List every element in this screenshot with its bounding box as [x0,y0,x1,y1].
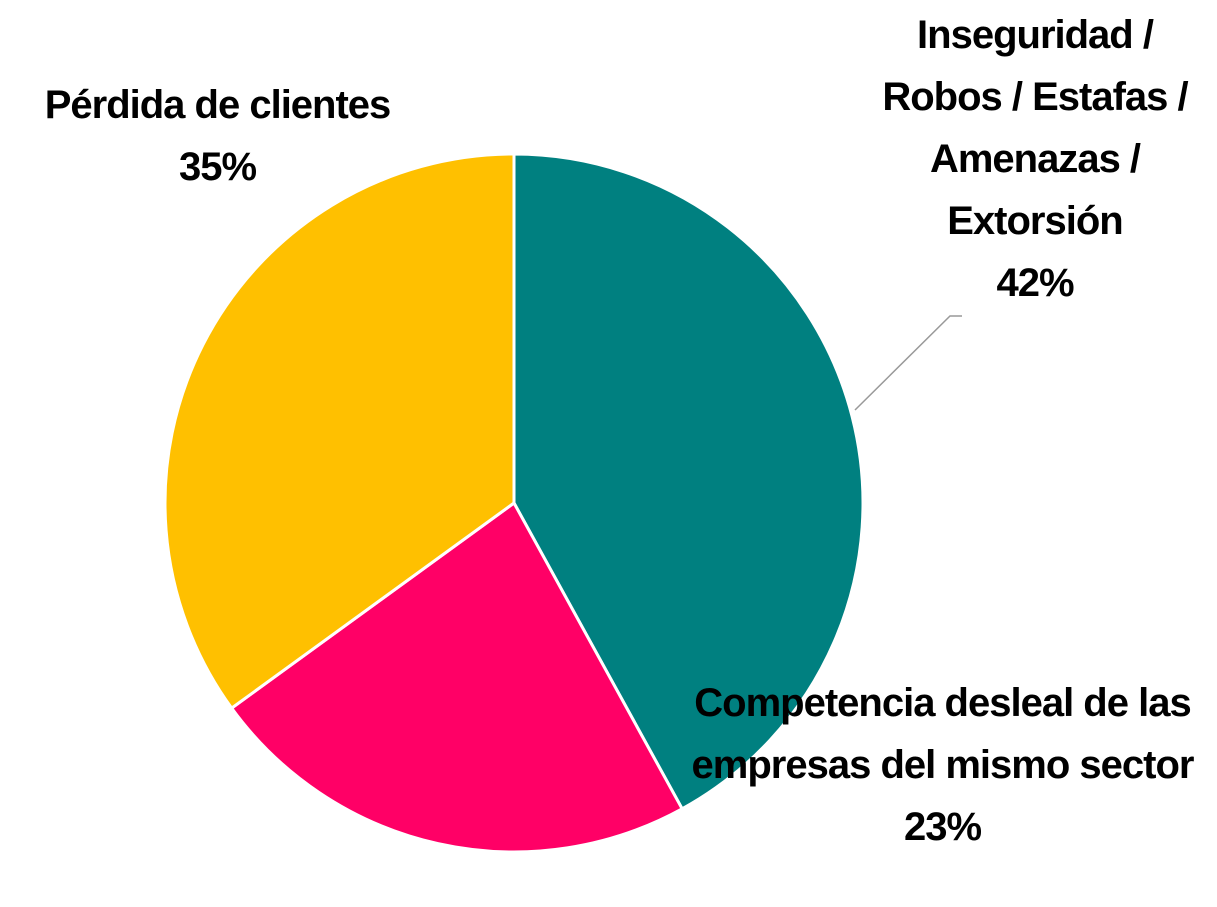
value-label: 42% [996,261,1074,305]
value-label: 23% [903,805,982,849]
leader-line [854,315,962,411]
slice-label: Inseguridad / Robos / Estafas / Amenazas… [855,4,1215,314]
slice-label: Competencia desleal de las empresas del … [690,672,1195,858]
category-label: Pérdida de clientes [44,83,392,127]
pie-slice [229,500,685,854]
pie-slice [163,152,516,711]
pie-slice [512,152,865,811]
value-label: 35% [178,145,257,189]
slice-label: Pérdida de clientes 35% [10,74,425,198]
category-label: Inseguridad / Robos / Estafas / Amenazas… [882,13,1188,243]
category-label: Competencia desleal de las empresas del … [691,681,1195,787]
